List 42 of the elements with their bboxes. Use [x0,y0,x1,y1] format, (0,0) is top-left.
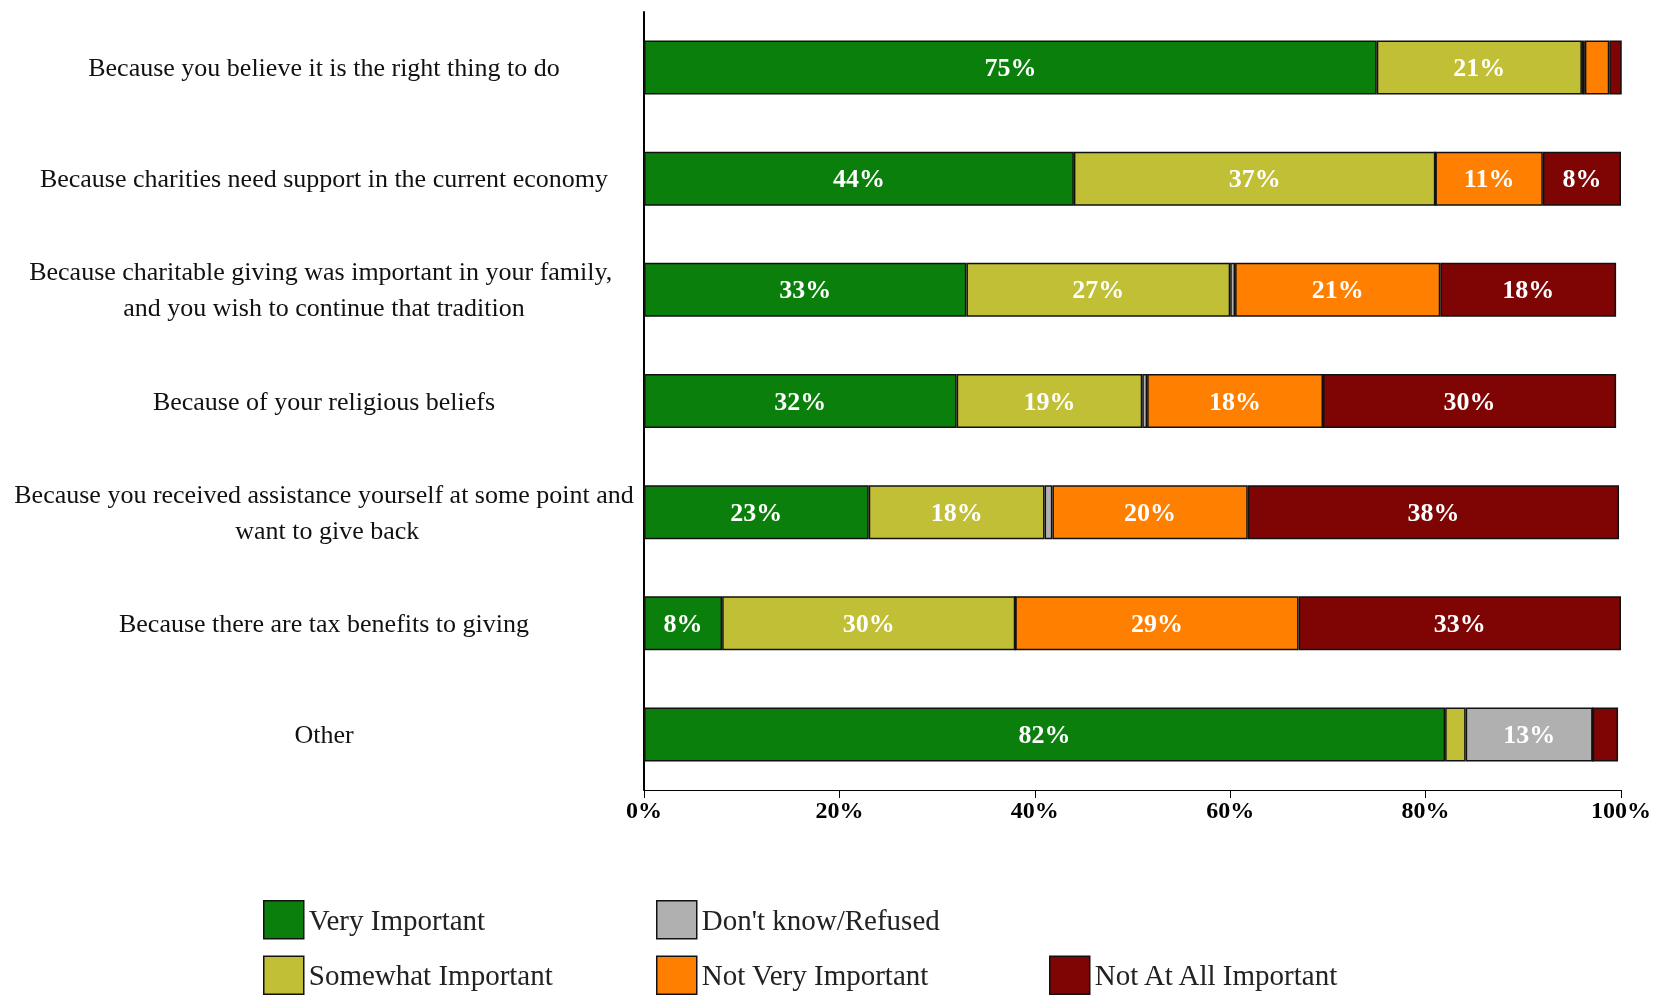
legend-label: Not Very Important [701,959,929,992]
data-label: 75% [984,53,1037,83]
data-label: 18% [930,497,983,527]
y-tick-label: Because you received assistance yourself at some point and want to give back [14,479,634,545]
data-label: 33% [1433,608,1486,638]
data-label: 29% [1130,608,1183,638]
y-tick-label: Other [294,719,354,749]
data-label: 44% [832,164,885,194]
data-label: 82% [1018,719,1071,749]
x-tick-label: 20% [815,797,864,823]
x-tick-label: 40% [1010,797,1059,823]
legend-label: Somewhat Important [308,959,553,992]
data-label: 13% [1503,719,1556,749]
legend-label: Very Important [308,903,486,936]
data-label: 21% [1453,53,1506,83]
data-label: 32% [774,386,827,416]
x-tick-label: 60% [1206,797,1255,823]
data-label: 33% [779,275,832,305]
data-label: 20% [1124,497,1177,527]
data-label: 38% [1407,497,1460,527]
y-tick-label: Because there are tax benefits to giving [118,608,530,638]
data-label: 11% [1463,164,1515,194]
x-tick-label: 0% [626,797,662,823]
y-tick-label: Because charitable giving was important in your family, and you wish to continue that tradition [29,257,619,323]
x-tick-label: 80% [1401,797,1450,823]
data-label: 18% [1209,386,1262,416]
data-label: 8% [663,608,703,638]
data-label: 23% [730,497,783,527]
data-label: 21% [1311,275,1364,305]
data-label: 30% [1443,386,1496,416]
y-tick-label: Because you believe it is the right thing to do [88,53,560,83]
data-label: 37% [1228,164,1281,194]
data-label: 8% [1562,164,1602,194]
data-label: 27% [1072,275,1125,305]
legend-label: Not At All Important [1094,959,1338,992]
y-tick-label: Because of your religious beliefs [152,386,496,416]
data-label: 30% [842,608,895,638]
y-tick-label: Because charities need support in the current economy [39,164,609,194]
legend-label: Don't know/Refused [701,903,941,936]
x-tick-label: 100% [1591,797,1651,823]
data-label: 18% [1502,275,1555,305]
data-label: 19% [1023,386,1076,416]
